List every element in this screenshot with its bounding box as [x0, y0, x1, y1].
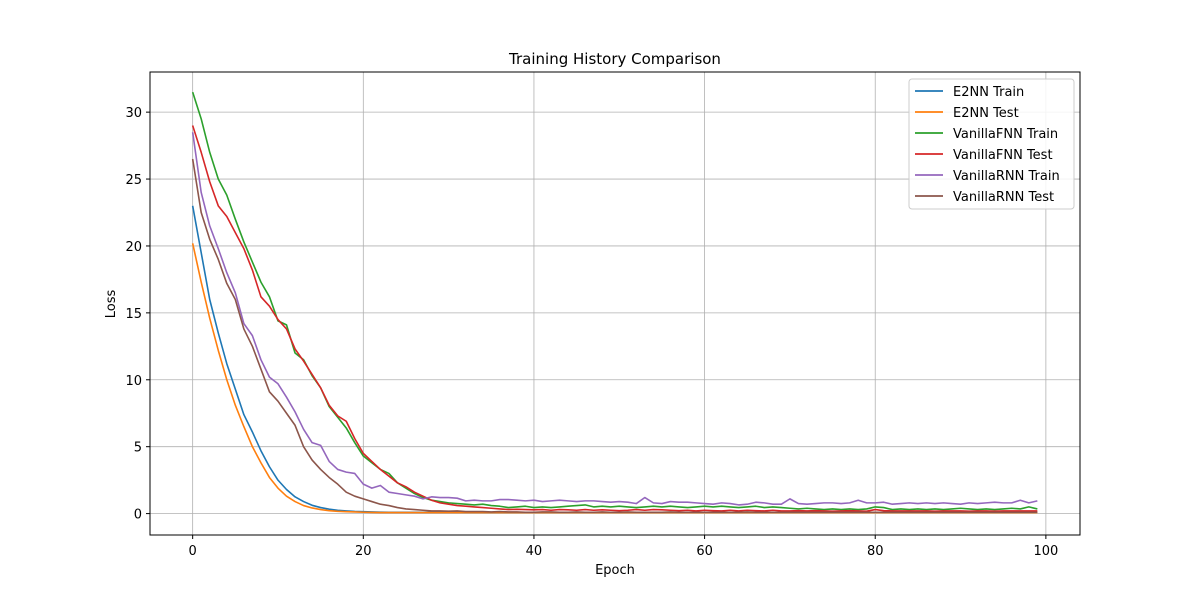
series-line-1 — [191, 243, 1038, 514]
series-line-4 — [191, 132, 1038, 506]
y-tick-label: 5 — [134, 441, 142, 456]
series-lines — [191, 91, 1038, 514]
y-tick-label: 30 — [125, 106, 142, 121]
x-axis-label: Epoch — [595, 563, 635, 578]
y-tick-label: 15 — [125, 307, 142, 322]
legend-label-5: VanillaRNN Test — [953, 190, 1054, 205]
legend-label-1: E2NN Test — [953, 106, 1019, 121]
y-tick-label: 20 — [125, 240, 142, 255]
legend-label-0: E2NN Train — [953, 85, 1024, 100]
y-tick-label: 0 — [134, 508, 142, 523]
legend: E2NN Train E2NN Test VanillaFNN Train Vanil… — [908, 78, 1075, 210]
x-tick-label: 80 — [867, 544, 884, 559]
legend-label-4: VanillaRNN Train — [953, 169, 1060, 184]
x-tick-label: 0 — [189, 544, 197, 559]
legend-label-3: VanillaFNN Test — [953, 148, 1053, 163]
x-tick-label: 40 — [526, 544, 543, 559]
chart-title: Training History Comparison — [508, 50, 721, 68]
series-line-3 — [191, 125, 1038, 512]
plot-frame — [149, 71, 1081, 536]
legend-label-2: VanillaFNN Train — [953, 127, 1058, 142]
legend-box — [908, 78, 1075, 210]
series-line-2 — [191, 91, 1038, 511]
axis-ticks: 0 20 40 60 80 100 0 5 10 15 20 25 30 — [125, 106, 1058, 559]
y-axis-label: Loss — [104, 290, 119, 319]
x-tick-label: 20 — [355, 544, 372, 559]
series-line-0 — [191, 205, 1038, 514]
x-tick-label: 60 — [696, 544, 713, 559]
y-tick-label: 10 — [125, 374, 142, 389]
x-tick-label: 100 — [1033, 544, 1058, 559]
y-tick-label: 25 — [125, 173, 142, 188]
series-line-5 — [191, 158, 1038, 514]
